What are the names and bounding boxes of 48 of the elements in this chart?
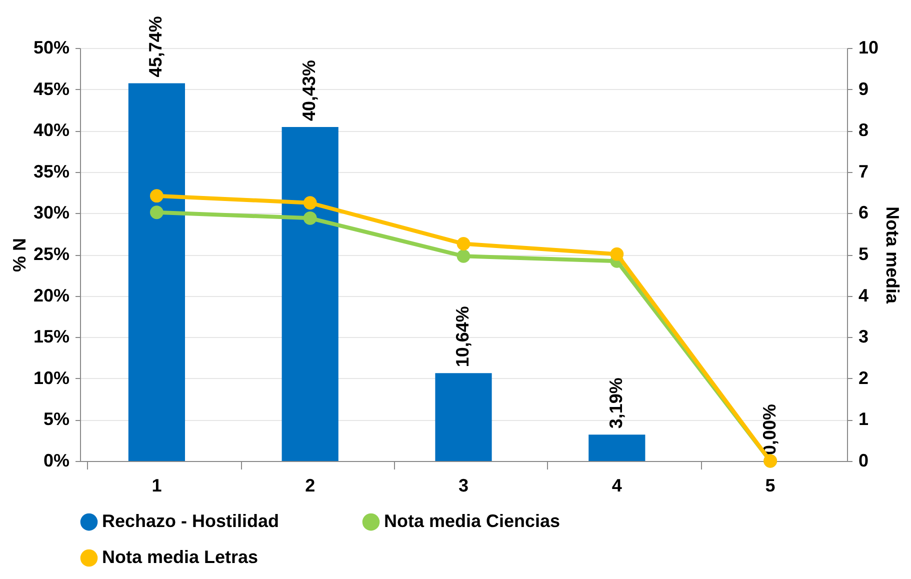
y-axis-title: % N (9, 238, 30, 272)
x-tick-label: 1 (152, 476, 162, 496)
y-tick-label: 30% (33, 202, 70, 223)
y2-tick-label: 6 (858, 202, 869, 223)
y-tick-label: 35% (33, 161, 70, 182)
y-tick-label: 0% (43, 450, 70, 470)
data-label: 10,64% (452, 306, 472, 368)
x-tick-label: 4 (612, 476, 622, 496)
y-tick-label: 25% (33, 244, 70, 264)
bar (588, 434, 646, 461)
bar (435, 373, 492, 461)
y2-tick-label: 10 (858, 38, 879, 58)
y-tick-label: 45% (33, 78, 70, 99)
point (610, 247, 624, 261)
data-label: 3,19% (606, 378, 626, 429)
y2-tick-label: 5 (858, 244, 869, 264)
data-label: 40,43% (299, 60, 320, 122)
y2-axis-title: Nota media (882, 206, 903, 304)
y-tick-label: 20% (33, 285, 70, 306)
y2-tick-label: 4 (858, 285, 869, 306)
point (150, 189, 164, 203)
y2-tick-label: 2 (858, 368, 869, 388)
x-tick-label: 2 (305, 476, 316, 496)
bar (128, 83, 185, 461)
y-tick-label: 50% (33, 38, 70, 58)
x-tick-label: 5 (765, 476, 776, 496)
bar (282, 127, 338, 461)
legend-label: Nota media Letras (102, 547, 258, 567)
y2-tick-label: 9 (858, 78, 869, 99)
point (303, 211, 317, 225)
point (303, 196, 317, 210)
y-tick-label: 40% (33, 120, 70, 140)
data-label: 45,74% (146, 16, 166, 78)
point (456, 249, 470, 263)
legend-label: Nota media Ciencias (384, 511, 560, 532)
y2-tick-label: 7 (858, 161, 869, 182)
y2-tick-label: 8 (858, 120, 869, 140)
point (456, 237, 470, 250)
legend-label: Rechazo - Hostilidad (102, 511, 280, 532)
data-label: 0,00% (759, 404, 780, 455)
point (150, 206, 164, 220)
y-tick-label: 5% (43, 409, 70, 430)
x-tick-label: 3 (458, 476, 469, 496)
y2-tick-label: 0 (858, 450, 869, 470)
y2-tick-label: 1 (858, 409, 869, 430)
y-tick-label: 10% (33, 368, 70, 388)
y2-tick-label: 3 (858, 326, 869, 347)
y-tick-label: 15% (33, 326, 70, 347)
